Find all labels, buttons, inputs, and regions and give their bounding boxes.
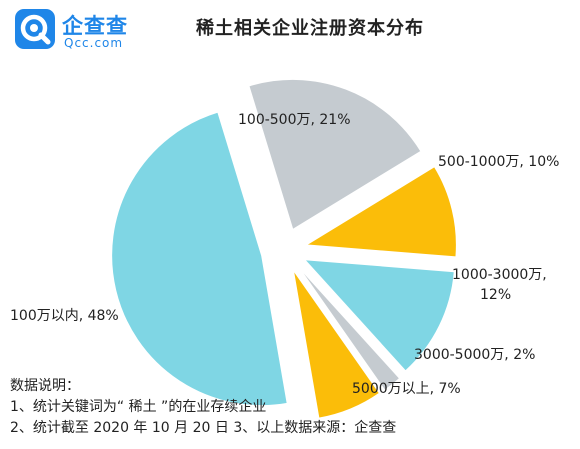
notes-line-2: 2、统计截至 2020 年 10 月 20 日 3、以上数据来源：企查查 — [10, 420, 397, 436]
notes-line-1: 1、统计关键词为“ 稀土 ”的在业存续企业 — [10, 399, 267, 415]
chart-title: 稀土相关企业注册资本分布 — [196, 18, 424, 39]
pie-slice — [248, 79, 422, 231]
slice-label: 5000万以上, 7% — [352, 381, 461, 397]
pie-slice — [111, 111, 288, 406]
brand-domain: Qcc.com — [64, 36, 124, 50]
slice-label: 1000-3000万, — [452, 267, 547, 283]
pie-slice — [304, 166, 457, 258]
slice-label: 500-1000万, 10% — [438, 154, 559, 170]
brand-logo: 企查查 Qcc.com — [14, 8, 164, 52]
pie-slice — [298, 266, 401, 391]
pie-slice — [292, 270, 381, 419]
brand-name: 企查查 — [62, 14, 128, 38]
data-notes: 数据说明： 1、统计关键词为“ 稀土 ”的在业存续企业 2、统计截至 2020 … — [10, 376, 396, 439]
qcc-logo-icon — [15, 9, 55, 49]
slice-label: 100万以内, 48% — [10, 308, 119, 324]
slice-label-line2: 12% — [480, 287, 511, 303]
notes-heading: 数据说明： — [10, 378, 80, 394]
slice-label: 100-500万, 21% — [238, 112, 351, 128]
slice-label: 3000-5000万, 2% — [414, 347, 535, 363]
pie-slice — [303, 259, 455, 372]
